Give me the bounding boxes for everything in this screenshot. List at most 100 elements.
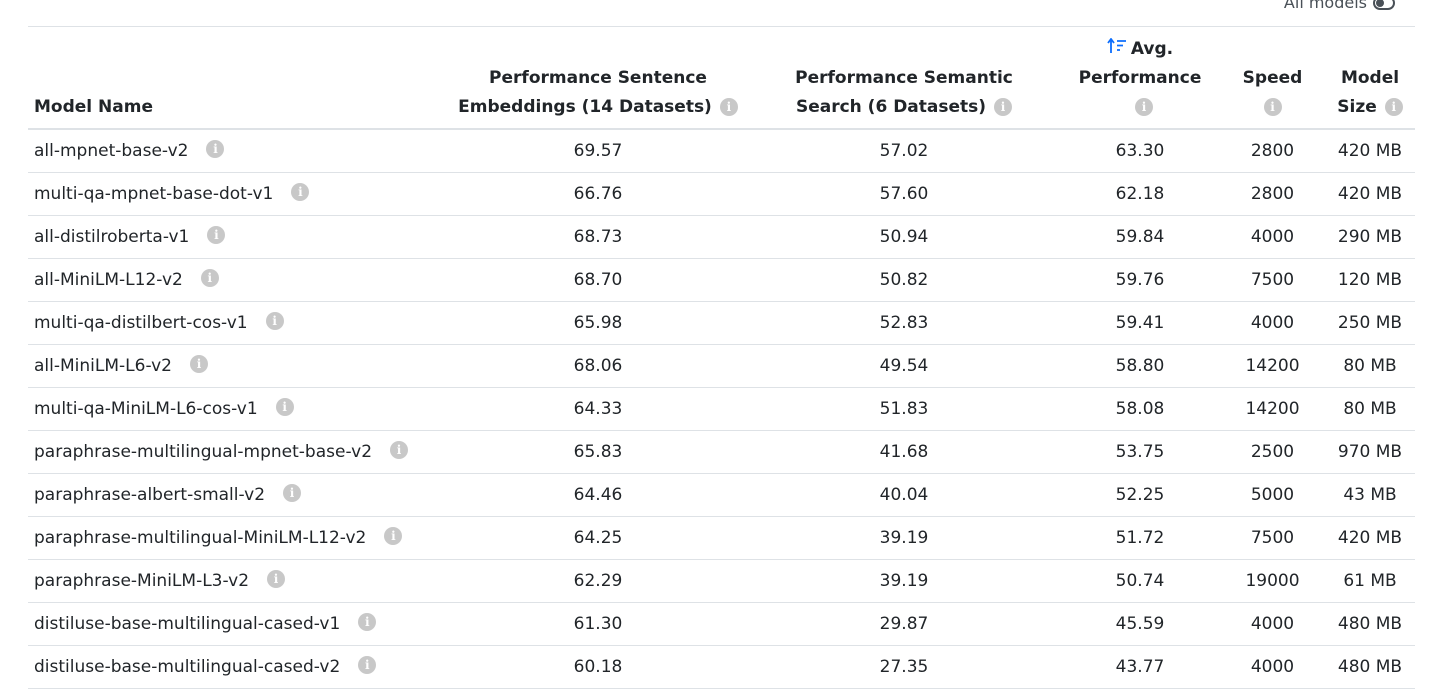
speed-cell-text: 2800 xyxy=(1250,183,1295,204)
avg-cell-text: 59.76 xyxy=(1115,269,1165,290)
info-icon[interactable]: i xyxy=(265,311,284,330)
size-cell-text: 80 MB xyxy=(1343,398,1397,419)
size-cell-text: 120 MB xyxy=(1337,269,1403,290)
info-icon[interactable]: i xyxy=(200,268,219,287)
header-pss-line2: Search (6 Datasets) xyxy=(795,97,987,117)
pse-cell: 64.46 xyxy=(448,473,748,516)
header-size-line1: Model xyxy=(1340,68,1400,88)
all-models-label: All models xyxy=(1283,0,1367,12)
model-name-cell-text: paraphrase-albert-small-v2 xyxy=(34,484,266,505)
info-icon[interactable]: i xyxy=(994,98,1013,116)
size-cell: 250 MB xyxy=(1325,301,1415,344)
model-name-cell: all-MiniLM-L12-v2 i xyxy=(28,258,448,301)
speed-cell: 2800 xyxy=(1220,129,1325,172)
pse-cell: 65.98 xyxy=(448,301,748,344)
pse-cell-text: 68.73 xyxy=(573,226,623,247)
avg-cell: 43.77 xyxy=(1060,645,1220,688)
info-icon[interactable]: i xyxy=(384,526,403,545)
pss-cell: 49.54 xyxy=(748,344,1060,387)
size-cell: 120 MB xyxy=(1325,258,1415,301)
info-icon[interactable]: i xyxy=(1135,98,1153,116)
toggle-switch-icon[interactable] xyxy=(1373,0,1395,10)
pss-cell-text: 29.87 xyxy=(879,613,929,634)
speed-cell: 5000 xyxy=(1220,473,1325,516)
table-row: distiluse-base-multilingual-cased-v1 i 61.… xyxy=(28,602,1415,645)
size-cell: 480 MB xyxy=(1325,645,1415,688)
info-icon[interactable]: i xyxy=(207,225,226,244)
header-size-line2: Size xyxy=(1337,97,1377,117)
info-icon[interactable]: i xyxy=(283,483,302,502)
table-body: all-mpnet-base-v2 i 69.57 57.02 63.30 2800 420… xyxy=(28,129,1415,688)
header-performance-sentence[interactable]: Performance Sentence Embeddings (14 Data… xyxy=(448,27,748,130)
info-icon[interactable]: i xyxy=(719,98,738,116)
pss-cell: 57.02 xyxy=(748,129,1060,172)
speed-cell-text: 2800 xyxy=(1250,140,1295,161)
header-avg-performance[interactable]: Avg. Performance i xyxy=(1060,27,1220,130)
model-name-cell: multi-qa-distilbert-cos-v1 i xyxy=(28,301,448,344)
info-icon[interactable]: i xyxy=(1384,98,1403,116)
header-speed[interactable]: Speed i xyxy=(1220,27,1325,130)
model-name-cell-text: multi-qa-mpnet-base-dot-v1 xyxy=(34,183,274,204)
info-icon[interactable]: i xyxy=(267,569,286,588)
pse-cell: 69.57 xyxy=(448,129,748,172)
pse-cell-text: 62.29 xyxy=(573,570,623,591)
speed-cell: 4000 xyxy=(1220,301,1325,344)
pse-cell-text: 60.18 xyxy=(573,656,623,677)
avg-cell-text: 50.74 xyxy=(1115,570,1165,591)
header-pse-line2: Embeddings (14 Datasets) xyxy=(458,97,712,117)
size-cell: 290 MB xyxy=(1325,215,1415,258)
model-name-cell-text: all-MiniLM-L12-v2 xyxy=(34,269,183,290)
avg-cell-text: 43.77 xyxy=(1115,656,1165,677)
pss-cell-text: 40.04 xyxy=(879,484,929,505)
avg-cell: 53.75 xyxy=(1060,430,1220,473)
header-model-name[interactable]: Model Name xyxy=(28,27,448,130)
speed-cell-text: 19000 xyxy=(1245,570,1300,591)
model-name-cell-text: paraphrase-MiniLM-L3-v2 xyxy=(34,570,250,591)
pse-cell-text: 64.25 xyxy=(573,527,623,548)
avg-cell-text: 59.84 xyxy=(1115,226,1165,247)
model-name-cell-text: multi-qa-distilbert-cos-v1 xyxy=(34,312,248,333)
size-cell-text: 480 MB xyxy=(1337,656,1403,677)
model-name-cell-text: multi-qa-MiniLM-L6-cos-v1 xyxy=(34,398,258,419)
speed-cell: 4000 xyxy=(1220,645,1325,688)
avg-cell-text: 52.25 xyxy=(1115,484,1165,505)
avg-cell-text: 51.72 xyxy=(1115,527,1165,548)
info-icon[interactable]: i xyxy=(358,655,377,674)
pss-cell-text: 51.83 xyxy=(879,398,929,419)
model-name-cell-text: distiluse-base-multilingual-cased-v2 xyxy=(34,656,341,677)
avg-cell-text: 62.18 xyxy=(1115,183,1165,204)
size-cell: 61 MB xyxy=(1325,559,1415,602)
header-performance-semantic[interactable]: Performance Semantic Search (6 Datasets)… xyxy=(748,27,1060,130)
speed-cell-text: 14200 xyxy=(1245,355,1300,376)
avg-cell: 50.74 xyxy=(1060,559,1220,602)
info-icon[interactable]: i xyxy=(190,354,209,373)
avg-cell-text: 53.75 xyxy=(1115,441,1165,462)
sort-ascending-icon[interactable] xyxy=(1107,38,1127,54)
speed-cell: 7500 xyxy=(1220,258,1325,301)
size-cell-text: 80 MB xyxy=(1343,355,1397,376)
size-cell: 80 MB xyxy=(1325,387,1415,430)
pss-cell: 50.94 xyxy=(748,215,1060,258)
header-model-name-label: Model Name xyxy=(34,97,153,117)
size-cell-text: 43 MB xyxy=(1343,484,1397,505)
pss-cell-text: 50.82 xyxy=(879,269,929,290)
header-model-size[interactable]: Model Size i xyxy=(1325,27,1415,130)
info-icon[interactable]: i xyxy=(275,397,294,416)
size-cell-text: 250 MB xyxy=(1337,312,1403,333)
size-cell: 43 MB xyxy=(1325,473,1415,516)
table-row: multi-qa-mpnet-base-dot-v1 i 66.76 57.60 62.… xyxy=(28,172,1415,215)
info-icon[interactable]: i xyxy=(206,139,225,158)
header-avg-line1: Avg. xyxy=(1130,39,1174,59)
header-speed-label: Speed xyxy=(1242,68,1303,88)
info-icon[interactable]: i xyxy=(358,612,377,631)
info-icon[interactable]: i xyxy=(390,440,409,459)
avg-cell-text: 58.80 xyxy=(1115,355,1165,376)
speed-cell-text: 14200 xyxy=(1245,398,1300,419)
info-icon[interactable]: i xyxy=(1263,98,1282,116)
info-icon[interactable]: i xyxy=(291,182,310,201)
pse-cell: 61.30 xyxy=(448,602,748,645)
model-name-cell: all-mpnet-base-v2 i xyxy=(28,129,448,172)
all-models-toggle[interactable]: All models xyxy=(1284,0,1395,12)
size-cell: 420 MB xyxy=(1325,129,1415,172)
pse-cell: 68.73 xyxy=(448,215,748,258)
